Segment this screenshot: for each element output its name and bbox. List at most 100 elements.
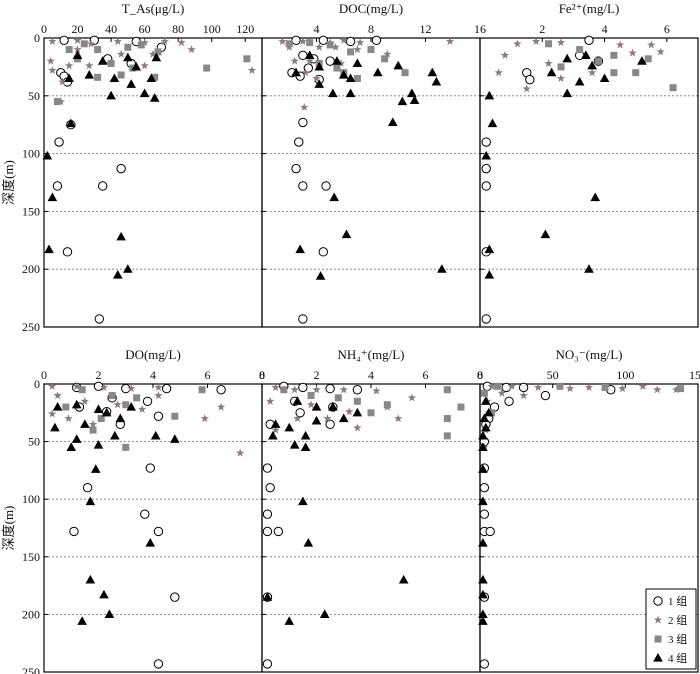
data-point-g2 (271, 425, 280, 434)
data-point-g2 (236, 448, 245, 457)
data-point-g3 (94, 46, 102, 54)
panel-title: T_As(μg/L) (122, 1, 185, 16)
data-point-g4 (590, 192, 601, 202)
data-point-g4 (126, 402, 136, 411)
data-point-g2 (336, 59, 346, 67)
data-point-g2 (73, 45, 82, 54)
y-tick-label: 250 (22, 665, 40, 674)
x-tick-label: 16 (474, 22, 486, 36)
data-point-g3 (480, 389, 488, 397)
data-point-g1 (318, 247, 329, 257)
panel-nh4: 0 2 4 6 8 NH₄⁺(mg/L) (259, 347, 483, 673)
data-point-g1 (262, 463, 273, 473)
data-point-g4 (71, 399, 82, 409)
data-point-g2 (301, 68, 310, 77)
legend: 1 组 2 组 3 组 4 组 (645, 588, 697, 670)
data-point-g4 (145, 537, 156, 547)
data-point-g2 (587, 68, 597, 77)
data-point-g4 (637, 56, 647, 65)
data-point-g2 (672, 385, 681, 394)
data-point-g4 (481, 396, 491, 405)
data-point-g2 (73, 35, 82, 44)
data-point-g3 (65, 46, 73, 54)
x-tick-label: 20 (72, 22, 84, 36)
data-point-g1 (481, 137, 491, 147)
data-point-g2 (533, 383, 543, 392)
data-point-g4 (487, 118, 498, 128)
data-point-g2 (271, 383, 280, 392)
data-point-g4 (479, 413, 490, 423)
panel-title: DOC(mg/L) (339, 1, 403, 16)
data-point-g4 (373, 67, 383, 77)
data-point-g2 (312, 385, 321, 394)
data-point-g3 (137, 41, 145, 49)
data-point-g2 (323, 414, 332, 423)
data-point-g2 (305, 56, 314, 65)
data-point-g3 (347, 48, 355, 56)
data-point-g2 (312, 74, 321, 83)
legend-label: 4 组 (668, 651, 687, 665)
data-point-g4 (478, 609, 488, 618)
data-point-g2 (513, 39, 522, 48)
data-point-g1 (142, 396, 153, 406)
legend-label: 2 组 (668, 613, 687, 627)
data-point-g2 (353, 45, 362, 54)
data-point-g2 (556, 74, 566, 83)
data-point-g4 (314, 79, 325, 88)
x-tick-label: 4 (368, 368, 374, 382)
legend-marker-g2 (653, 615, 663, 624)
x-tick-label: 4 (602, 22, 608, 36)
data-point-g2 (47, 381, 57, 390)
data-point-g2 (355, 38, 365, 47)
data-point-g2 (85, 61, 94, 70)
data-point-g4 (478, 574, 488, 584)
data-point-g3 (306, 39, 314, 47)
data-point-g4 (393, 60, 404, 70)
data-point-g1 (501, 382, 511, 393)
data-point-g4 (150, 430, 161, 440)
data-point-g4 (345, 73, 356, 83)
data-point-g4 (352, 58, 363, 68)
data-point-g3 (488, 409, 496, 417)
data-point-g4 (146, 73, 157, 83)
data-point-g4 (84, 69, 95, 79)
data-point-g4 (338, 413, 349, 423)
data-point-g4 (85, 496, 96, 506)
data-point-g2 (519, 391, 528, 400)
y-tick-label: 150 (22, 550, 40, 564)
data-point-g3 (443, 432, 451, 440)
data-point-g2 (113, 400, 122, 409)
data-point-g3 (594, 57, 602, 65)
data-point-g3 (333, 64, 341, 72)
x-tick-label: 6 (423, 368, 429, 382)
data-point-g4 (97, 56, 108, 65)
data-point-g3 (122, 401, 130, 409)
data-point-g3 (367, 409, 375, 417)
data-point-g2 (216, 402, 226, 411)
data-point-g2 (154, 391, 163, 400)
data-point-g4 (329, 192, 340, 202)
data-point-g1 (273, 526, 284, 537)
data-point-g3 (94, 73, 102, 81)
data-point-g1 (262, 659, 273, 669)
data-point-g2 (584, 383, 594, 392)
data-point-g3 (203, 64, 211, 72)
x-tick-label: 0 (477, 368, 483, 382)
data-point-g4 (149, 93, 160, 102)
data-point-g4 (546, 67, 557, 77)
x-tick-label: 120 (236, 22, 254, 36)
data-point-g3 (107, 59, 115, 67)
data-point-g4 (47, 192, 58, 202)
data-point-g4 (478, 430, 488, 440)
data-point-g4 (388, 117, 398, 126)
x-tick-label: 100 (203, 22, 221, 36)
data-point-g1 (62, 247, 73, 257)
data-point-g1 (153, 411, 164, 421)
data-point-g4 (50, 422, 60, 432)
data-point-g3 (108, 392, 116, 400)
data-point-g1 (265, 482, 275, 493)
data-point-g3 (334, 394, 342, 402)
legend-label: 1 组 (668, 594, 687, 608)
data-point-g4 (99, 589, 109, 599)
panel-title: NH₄⁺(mg/L) (338, 347, 405, 362)
